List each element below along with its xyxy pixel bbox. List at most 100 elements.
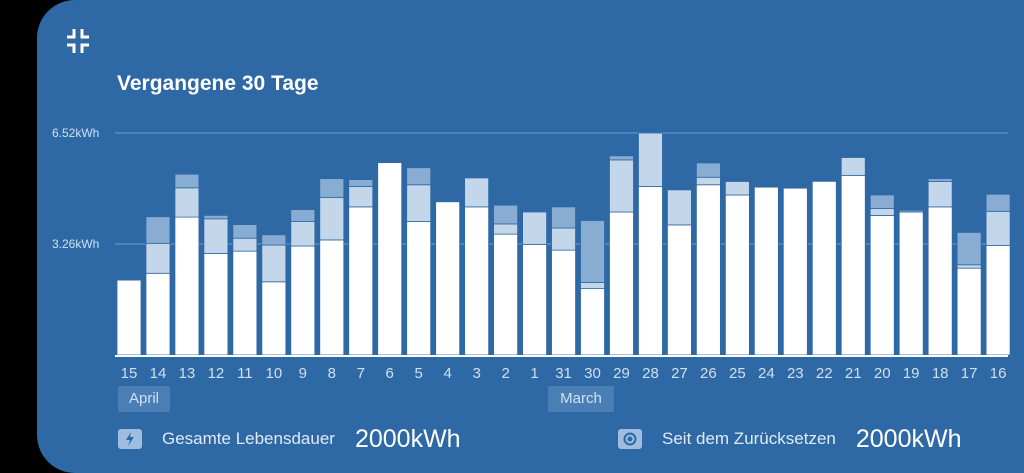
lightning-bolt-icon [118,429,142,449]
x-tick-label: 27 [671,365,688,382]
x-tick-label: 24 [758,365,775,382]
y-tick-label: 6.52kWh [52,126,99,140]
bar-segment [724,180,750,196]
bar-segment [696,176,721,186]
bar-segment [174,216,200,356]
bar-segment [724,180,750,182]
x-tick-label: 19 [903,365,920,382]
bar-segment [551,206,576,229]
bar-segment [290,221,316,247]
x-tick-label: 7 [357,365,365,382]
x-tick-label: 26 [700,365,717,382]
bar-segment [145,216,171,244]
x-tick-label: 30 [584,365,601,382]
lifetime-stat: Gesamte Lebensdauer 2000kWh [118,424,461,454]
bar-segment [232,224,258,239]
month-label-april: April [118,386,170,412]
bar-segment [232,237,258,252]
x-tick-label: 12 [208,365,225,382]
x-tick-label: 11 [237,365,253,382]
bar-segment [724,194,750,356]
x-tick-label: 17 [961,365,978,382]
bar-segment [753,186,779,356]
x-tick-label: 22 [816,365,833,382]
bar-segment [869,208,895,216]
x-tick-label: 15 [121,365,138,382]
x-tick-label: 5 [415,365,423,382]
x-tick-label: 31 [555,365,572,382]
bar-segment [203,253,229,356]
x-tick-label: 18 [932,365,949,382]
bar-segment [551,249,576,356]
bar-segment [348,206,374,356]
bar-segment [232,250,258,356]
x-tick-label: 8 [328,365,336,382]
x-tick-label: 25 [729,365,746,382]
bar-segment [319,178,345,198]
bar-segment [406,167,432,186]
bar-segment [145,272,171,356]
since-reset-label: Seit dem Zurücksetzen [662,429,836,448]
bar-segment [580,288,605,356]
bar-segment [580,282,605,290]
bar-segment [580,220,605,283]
x-tick-label: 2 [501,365,509,382]
bar-segment [840,157,866,176]
bar-segment [348,179,374,187]
bar-segment [174,173,200,189]
bar-segment [782,187,808,356]
bar-segment [869,194,895,209]
x-tick-label: 21 [845,365,862,382]
bar-segment [493,233,519,356]
bar-segment [927,206,953,356]
bar-segment [638,132,663,187]
bar-segment [985,210,1011,246]
since-reset-value: 2000kWh [855,424,962,453]
bar-segment [203,214,229,220]
bar-segment [956,267,982,356]
month-label-march: March [548,386,614,412]
bar-segment [985,244,1011,356]
bar-segment [174,187,200,218]
bar-segment [261,234,287,246]
bar-segment [290,245,316,356]
bar-segment [609,211,634,356]
x-tick-label: 29 [613,365,630,382]
bar-segment [406,184,432,222]
reset-target-icon [618,429,642,449]
bar-segment [840,175,866,356]
bar-segment [667,224,692,356]
bar-segment [319,196,345,241]
bar-segment [522,211,547,245]
bar-segment [985,193,1011,212]
bar-segment [898,209,924,213]
bar-segment [609,155,634,161]
y-tick-label: 3.26kWh [52,237,99,251]
bar-segment [203,218,229,254]
bar-segment [145,242,171,274]
bar-segment [898,211,924,356]
bar-segment [406,221,432,356]
lifetime-value: 2000kWh [354,424,461,453]
x-tick-label: 20 [874,365,891,382]
bar-segment [869,214,895,356]
lifetime-label: Gesamte Lebensdauer [162,429,335,448]
widget-title: Vergangene 30 Tage [117,72,319,95]
x-tick-label: 6 [386,365,394,382]
bar-segment [464,206,490,356]
x-tick-label: 13 [179,365,196,382]
x-tick-label: 16 [990,365,1007,382]
bar-segment [667,189,692,226]
bar-segment [261,244,287,283]
bar-segment [493,223,519,235]
bar-segment [696,184,721,356]
bar-segment [956,232,982,266]
x-tick-label: 10 [266,365,283,382]
bar-segment [609,159,634,213]
collapse-arrows-icon[interactable] [66,28,90,54]
bar-segment [116,279,142,356]
bar-segment [493,204,519,225]
since-reset-stat: Seit dem Zurücksetzen 2000kWh [618,424,961,454]
x-tick-label: 23 [787,365,804,382]
